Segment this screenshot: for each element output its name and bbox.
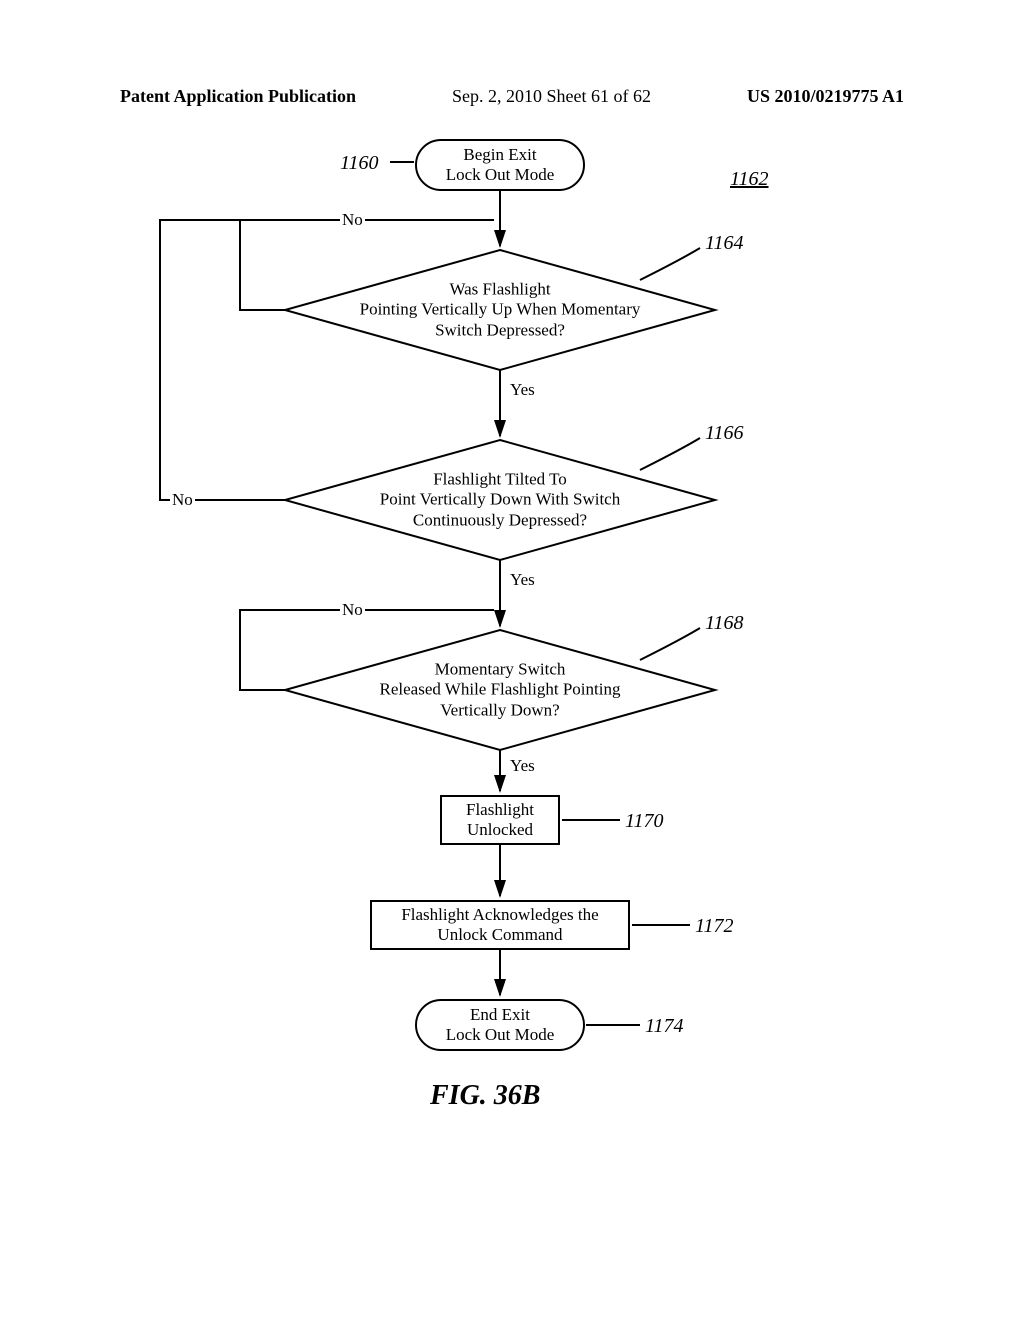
label-yes-3: Yes: [508, 756, 537, 776]
page-header: Patent Application Publication Sep. 2, 2…: [0, 86, 1024, 107]
header-left: Patent Application Publication: [120, 86, 356, 107]
process-1172: Flashlight Acknowledges theUnlock Comman…: [370, 900, 630, 950]
d1-text: Was FlashlightPointing Vertically Up Whe…: [350, 279, 651, 340]
decision-1168-wrap: Momentary SwitchReleased While Flashligh…: [285, 630, 715, 750]
label-no-2: No: [170, 490, 195, 510]
d2-text: Flashlight Tilted ToPoint Vertically Dow…: [350, 469, 651, 530]
header-right: US 2010/0219775 A1: [747, 86, 904, 107]
terminator-end: End ExitLock Out Mode: [415, 999, 585, 1051]
decision-1164-wrap: Was FlashlightPointing Vertically Up Whe…: [285, 250, 715, 370]
label-no-3: No: [340, 600, 365, 620]
start-text: Begin ExitLock Out Mode: [446, 145, 555, 186]
ref-1166: 1166: [705, 422, 744, 445]
decision-1166-wrap: Flashlight Tilted ToPoint Vertically Dow…: [285, 440, 715, 560]
p2-text: Flashlight Acknowledges theUnlock Comman…: [401, 905, 598, 946]
ref-1164: 1164: [705, 232, 744, 255]
header-center: Sep. 2, 2010 Sheet 61 of 62: [452, 86, 651, 107]
flowchart-canvas: Begin ExitLock Out Mode End ExitLock Out…: [0, 120, 1024, 1220]
label-no-1: No: [340, 210, 365, 230]
terminator-start: Begin ExitLock Out Mode: [415, 139, 585, 191]
process-1170: FlashlightUnlocked: [440, 795, 560, 845]
ref-1174: 1174: [645, 1015, 684, 1038]
ref-1170: 1170: [625, 810, 664, 833]
label-yes-2: Yes: [508, 570, 537, 590]
p1-text: FlashlightUnlocked: [466, 800, 534, 841]
ref-1162: 1162: [730, 168, 769, 191]
edge-d2-no: [160, 220, 285, 500]
figure-label: FIG. 36B: [430, 1080, 540, 1112]
label-yes-1: Yes: [508, 380, 537, 400]
end-text: End ExitLock Out Mode: [446, 1005, 555, 1046]
d3-text: Momentary SwitchReleased While Flashligh…: [350, 659, 651, 720]
ref-1172: 1172: [695, 915, 734, 938]
ref-1168: 1168: [705, 612, 744, 635]
ref-1160: 1160: [340, 152, 379, 175]
